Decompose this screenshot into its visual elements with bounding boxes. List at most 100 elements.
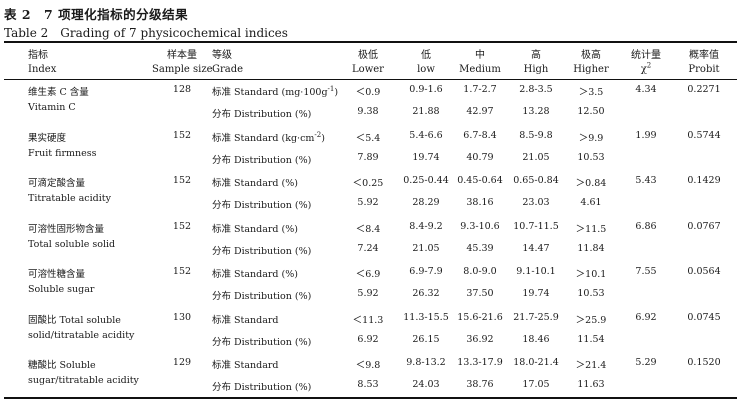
- header-high-cn: 高: [531, 50, 541, 61]
- standard-value: 0.65-0.84: [513, 175, 559, 186]
- header-stat-sup: 2: [646, 61, 652, 70]
- header-stat-symbol: χ: [640, 64, 647, 75]
- standard-label-close: ): [334, 87, 339, 98]
- header-lower-en: Lower: [352, 64, 384, 75]
- distribution-value: 8.53: [357, 379, 379, 390]
- header-low-cn: 低: [421, 50, 431, 61]
- header-stat-en: χ2: [618, 61, 674, 75]
- header-higher-en: Higher: [573, 64, 609, 75]
- distribution-value: 21.05: [412, 242, 440, 254]
- standard-value: 9.1-10.1: [516, 266, 556, 277]
- standard-value: 6.9-7.9: [409, 266, 443, 277]
- header-medium-cn: 中: [475, 50, 485, 61]
- table-caption-cn: 表 2 7 项理化指标的分级结果: [4, 7, 189, 22]
- header-size-cn: 样本量: [167, 50, 197, 61]
- row-probit: 0.1520: [687, 357, 721, 368]
- distribution-value: 17.05: [522, 379, 550, 390]
- row-sample-size: 152: [172, 129, 192, 141]
- distribution-value: 36.92: [466, 333, 494, 345]
- distribution-value: 6.92: [357, 333, 379, 345]
- distribution-value: 10.53: [577, 151, 605, 163]
- distribution-value: 10.53: [577, 288, 605, 299]
- standard-label-text: 标准 Standard (%): [212, 223, 298, 235]
- standard-value: 13.3-17.9: [457, 357, 503, 368]
- row-probit: 0.0745: [687, 311, 721, 323]
- distribution-value: 24.03: [412, 379, 440, 390]
- distribution-value: 19.74: [412, 151, 440, 163]
- standard-value: 11.3-15.5: [403, 311, 449, 323]
- row-probit: 0.0767: [687, 220, 721, 232]
- standard-label-text: 标准 Standard (mg·100g: [212, 87, 328, 98]
- header-prob-cn: 概率值: [689, 50, 719, 61]
- distribution-value: 40.79: [466, 151, 494, 163]
- standard-value: 15.6-21.6: [457, 311, 503, 323]
- row-index-en: solid/titratable acidity: [28, 329, 135, 341]
- standard-value: ＜0.25: [352, 178, 384, 189]
- distribution-value: 4.61: [580, 197, 602, 208]
- row-standard-label: 标准 Standard (%): [212, 221, 298, 235]
- standard-value: 5.4-6.6: [409, 129, 443, 141]
- distribution-value: 7.24: [357, 242, 379, 254]
- row-chi-square: 7.55: [635, 266, 657, 277]
- distribution-value: 7.89: [357, 151, 379, 163]
- distribution-value: 26.32: [412, 288, 440, 299]
- row-index-cn: 果实硬度: [28, 132, 67, 144]
- row-distribution-label: 分布 Distribution (%): [212, 291, 312, 302]
- distribution-value: 42.97: [466, 106, 494, 117]
- row-distribution-label: 分布 Distribution (%): [212, 200, 312, 211]
- distribution-value: 14.47: [522, 242, 550, 254]
- standard-value: 6.7-8.4: [463, 129, 497, 141]
- standard-value: 0.9-1.6: [409, 84, 443, 95]
- standard-label-text: 标准 Standard (%): [212, 178, 298, 189]
- row-sample-size: 128: [172, 84, 192, 95]
- standard-label-close: ): [321, 132, 325, 144]
- header-stat-cn: 统计量: [631, 50, 661, 61]
- distribution-value: 12.50: [577, 106, 605, 117]
- standard-label-text: 标准 Standard: [212, 314, 279, 326]
- row-index-cn: 可溶性糖含量: [28, 269, 86, 280]
- standard-value: 18.0-21.4: [513, 357, 559, 368]
- row-standard-label: 标准 Standard: [212, 357, 279, 371]
- header-prob-en: Probit: [688, 64, 720, 75]
- row-sample-size: 152: [172, 266, 192, 277]
- row-chi-square: 6.92: [635, 311, 657, 323]
- standard-value: ＜11.3: [352, 314, 384, 326]
- standard-value: 1.7-2.7: [463, 84, 497, 95]
- standard-value: 8.0-9.0: [463, 266, 497, 277]
- row-sample-size: 152: [172, 220, 192, 232]
- distribution-value: 38.76: [466, 379, 494, 390]
- row-chi-square: 4.34: [635, 84, 657, 95]
- distribution-value: 37.50: [466, 288, 494, 299]
- standard-value: 8.5-9.8: [519, 129, 553, 141]
- header-index-cn: 指标: [28, 50, 48, 61]
- row-sample-size: 152: [172, 175, 192, 186]
- row-probit: 0.1429: [687, 175, 721, 186]
- row-probit: 0.5744: [687, 129, 721, 141]
- standard-value: ＞9.9: [578, 132, 604, 144]
- standard-value: ＜8.4: [355, 223, 381, 235]
- row-standard-label: 标准 Standard (mg·100g-1): [212, 84, 338, 98]
- header-low-en: low: [417, 64, 435, 75]
- distribution-value: 18.46: [522, 333, 550, 345]
- standard-value: ＞21.4: [575, 360, 607, 371]
- distribution-value: 11.84: [577, 242, 605, 254]
- row-probit: 0.2271: [687, 84, 721, 95]
- top-rule: [4, 41, 737, 43]
- header-rule: [4, 79, 737, 80]
- distribution-value: 13.28: [522, 106, 550, 117]
- row-index-en: Total soluble solid: [28, 238, 116, 250]
- row-chi-square: 6.86: [635, 220, 657, 232]
- standard-value: ＞10.1: [575, 269, 607, 280]
- row-sample-size: 130: [172, 311, 192, 323]
- distribution-value: 11.63: [577, 379, 605, 390]
- standard-label-text: 标准 Standard (%): [212, 269, 298, 280]
- row-distribution-label: 分布 Distribution (%): [212, 109, 312, 120]
- standard-value: 0.45-0.64: [457, 175, 503, 186]
- distribution-value: 19.74: [522, 288, 550, 299]
- standard-value: ＞3.5: [578, 87, 604, 98]
- standard-label-sup: -1: [327, 84, 335, 93]
- row-standard-label: 标准 Standard (%): [212, 266, 298, 280]
- row-distribution-label: 分布 Distribution (%): [212, 336, 312, 348]
- distribution-value: 26.15: [412, 333, 440, 345]
- standard-value: 9.3-10.6: [460, 220, 500, 232]
